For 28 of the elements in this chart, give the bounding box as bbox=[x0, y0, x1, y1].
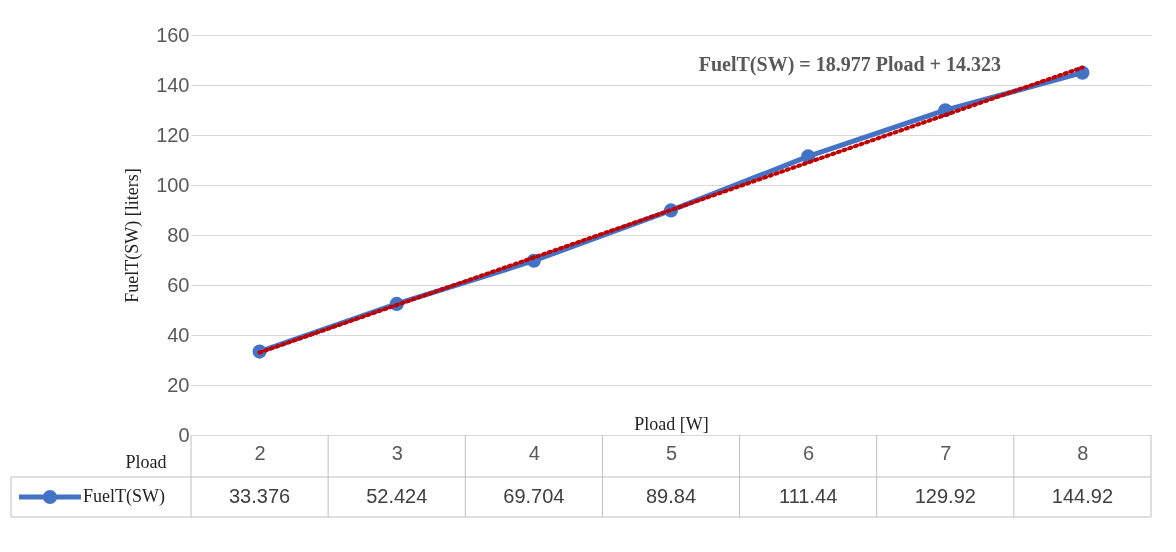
data-label: 89.84 bbox=[645, 485, 697, 507]
x-tick-label: 4 bbox=[528, 441, 540, 464]
y-axis-title: FuelT(SW) [liters] bbox=[122, 168, 144, 303]
legend-label: FuelT(SW) bbox=[83, 486, 165, 507]
data-label: 33.376 bbox=[228, 485, 291, 507]
y-tick-label: 20 bbox=[167, 373, 190, 396]
data-label: 69.704 bbox=[503, 485, 565, 507]
data-label: 144.92 bbox=[1051, 485, 1114, 507]
data-label: 52.424 bbox=[366, 485, 428, 507]
x-tick-label: 3 bbox=[391, 441, 403, 464]
data-label: 129.92 bbox=[914, 485, 976, 507]
y-tick-label: 100 bbox=[156, 173, 190, 196]
data-label: 111.44 bbox=[779, 485, 838, 507]
x-axis-title: Pload [W] bbox=[634, 413, 709, 434]
y-tick-label: 160 bbox=[156, 23, 190, 46]
annotation: FuelT(SW) = 18.977 Pload + 14.323 bbox=[698, 53, 1001, 76]
x-tick-label: 5 bbox=[665, 441, 678, 464]
x-tick-label: 6 bbox=[803, 441, 815, 464]
y-tick-label: 0 bbox=[178, 423, 190, 446]
y-tick-label: 40 bbox=[167, 323, 190, 346]
x-tick-label: 2 bbox=[254, 441, 266, 464]
legend-title: Pload bbox=[125, 452, 167, 472]
x-tick-label: 8 bbox=[1077, 441, 1089, 464]
y-tick-label: 120 bbox=[156, 123, 190, 146]
y-tick-label: 60 bbox=[167, 273, 190, 296]
y-tick-label: 80 bbox=[167, 223, 190, 246]
y-tick-label: 140 bbox=[156, 73, 190, 96]
x-tick-label: 7 bbox=[940, 441, 952, 464]
